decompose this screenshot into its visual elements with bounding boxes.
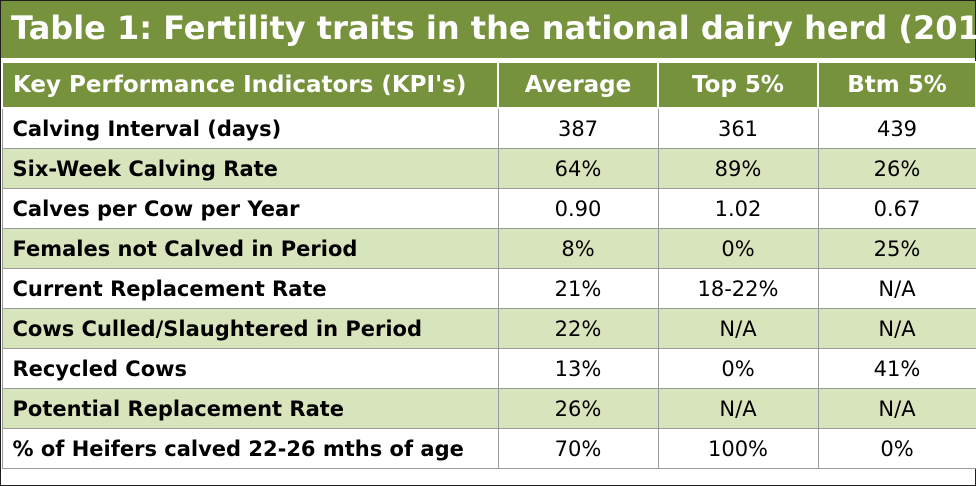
cell-top-5: 361 — [657, 107, 819, 149]
cell-btm-5: 25% — [817, 228, 976, 269]
cell-btm-5: 439 — [817, 107, 976, 149]
row-label: Calving Interval (days) — [1, 107, 499, 149]
header-kpi: Key Performance Indicators (KPI's) — [1, 61, 499, 109]
row-label: Cows Culled/Slaughtered in Period — [1, 308, 499, 349]
cell-average: 387 — [497, 107, 659, 149]
table-row: Recycled Cows 13% 0% 41% — [1, 348, 976, 389]
row-label: Current Replacement Rate — [1, 268, 499, 309]
cell-btm-5: 26% — [817, 148, 976, 189]
row-label: Recycled Cows — [1, 348, 499, 389]
cell-average: 64% — [497, 148, 659, 189]
cell-average: 8% — [497, 228, 659, 269]
kpi-table: Key Performance Indicators (KPI's) Avera… — [1, 61, 976, 469]
cell-top-5: 100% — [657, 428, 819, 469]
cell-btm-5: 41% — [817, 348, 976, 389]
cell-average: 13% — [497, 348, 659, 389]
cell-top-5: 1.02 — [657, 188, 819, 229]
cell-average: 26% — [497, 388, 659, 429]
table-row: Current Replacement Rate 21% 18-22% N/A — [1, 268, 976, 309]
row-label: Potential Replacement Rate — [1, 388, 499, 429]
cell-average: 21% — [497, 268, 659, 309]
cell-btm-5: N/A — [817, 268, 976, 309]
cell-btm-5: 0.67 — [817, 188, 976, 229]
header-row: Key Performance Indicators (KPI's) Avera… — [1, 61, 976, 109]
row-label: Six-Week Calving Rate — [1, 148, 499, 189]
table-row: Six-Week Calving Rate 64% 89% 26% — [1, 148, 976, 189]
cell-btm-5: N/A — [817, 308, 976, 349]
table-row: Cows Culled/Slaughtered in Period 22% N/… — [1, 308, 976, 349]
cell-top-5: 18-22% — [657, 268, 819, 309]
cell-top-5: N/A — [657, 388, 819, 429]
cell-top-5: 0% — [657, 348, 819, 389]
cell-top-5: N/A — [657, 308, 819, 349]
cell-btm-5: 0% — [817, 428, 976, 469]
row-label: Females not Calved in Period — [1, 228, 499, 269]
table-row: % of Heifers calved 22-26 mths of age 70… — [1, 428, 976, 469]
header-average: Average — [497, 61, 659, 109]
cell-btm-5: N/A — [817, 388, 976, 429]
header-top-5: Top 5% — [657, 61, 819, 109]
row-label: Calves per Cow per Year — [1, 188, 499, 229]
row-label: % of Heifers calved 22-26 mths of age — [1, 428, 499, 469]
table-row: Calving Interval (days) 387 361 439 — [1, 107, 976, 149]
cell-average: 70% — [497, 428, 659, 469]
table-row: Females not Calved in Period 8% 0% 25% — [1, 228, 976, 269]
title-bar: Table 1: Fertility traits in the nationa… — [1, 1, 976, 60]
cell-average: 0.90 — [497, 188, 659, 229]
cell-top-5: 89% — [657, 148, 819, 189]
table-title: Table 1: Fertility traits in the nationa… — [11, 9, 976, 47]
table-row: Potential Replacement Rate 26% N/A N/A — [1, 388, 976, 429]
cell-average: 22% — [497, 308, 659, 349]
table-row: Calves per Cow per Year 0.90 1.02 0.67 — [1, 188, 976, 229]
header-btm-5: Btm 5% — [817, 61, 976, 109]
cell-top-5: 0% — [657, 228, 819, 269]
